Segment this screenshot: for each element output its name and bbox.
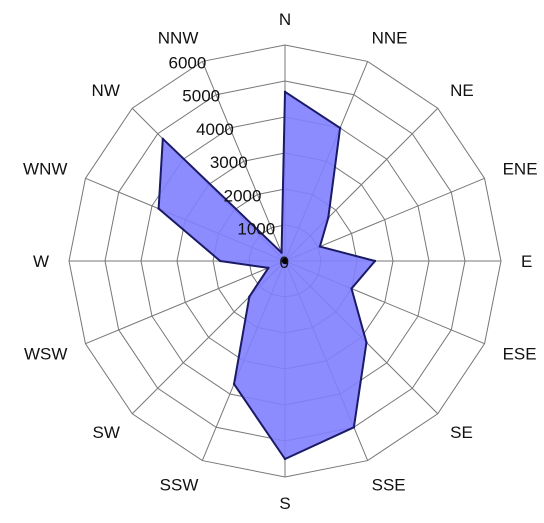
direction-label-WSW: WSW	[24, 345, 67, 364]
radial-tick-2: 2000	[224, 186, 262, 205]
direction-label-E: E	[521, 252, 532, 271]
radial-tick-6: 6000	[169, 53, 207, 72]
direction-label-SW: SW	[92, 423, 119, 442]
direction-label-NNW: NNW	[158, 28, 199, 47]
data-point-SW	[248, 295, 251, 298]
data-point-ENE	[318, 245, 322, 248]
direction-label-NW: NW	[92, 81, 120, 100]
data-point-E	[373, 259, 377, 263]
radial-tick-labels: 0 1000 2000 3000 4000 5000 6000	[169, 53, 289, 272]
direction-label-SE: SE	[450, 423, 473, 442]
radial-tick-3: 3000	[210, 153, 248, 172]
direction-label-N: N	[279, 10, 291, 29]
data-point-NNE	[338, 126, 342, 130]
direction-label-ESE: ESE	[503, 345, 537, 364]
data-point-NE	[327, 216, 330, 219]
direction-label-NE: NE	[450, 81, 474, 100]
spoke-NNW	[201, 61, 286, 262]
radial-tick-5: 5000	[182, 87, 220, 106]
radial-tick-4: 4000	[196, 120, 234, 139]
radial-tick-1: 1000	[237, 220, 275, 239]
data-point-SSE	[352, 426, 356, 429]
data-point-WSW	[267, 266, 270, 270]
data-point-ESE	[350, 287, 353, 290]
direction-label-S: S	[279, 494, 290, 513]
data-point-S	[283, 457, 287, 461]
direction-label-ENE: ENE	[503, 159, 538, 178]
data-point-W	[219, 259, 222, 263]
direction-labels: N NNE NE ENE E ESE SE SSE S SSW SW WSW W WNW NW NNW	[23, 10, 538, 513]
center-dot	[281, 257, 289, 265]
radial-tick-0: 0	[280, 253, 289, 272]
series-layer	[157, 90, 377, 461]
data-point-N	[283, 90, 287, 94]
data-point-NNW	[280, 251, 283, 254]
data-point-SSW	[232, 382, 236, 386]
direction-label-W: W	[33, 252, 49, 271]
direction-label-NNE: NNE	[372, 28, 408, 47]
data-point-WNW	[157, 207, 160, 210]
direction-label-SSE: SSE	[372, 476, 406, 495]
series-area-0	[157, 90, 376, 460]
direction-label-WNW: WNW	[23, 159, 67, 178]
direction-label-SSW: SSW	[160, 476, 199, 495]
data-point-SE	[365, 341, 368, 344]
spoke-WSW	[85, 260, 286, 345]
data-point-NW	[161, 137, 165, 141]
